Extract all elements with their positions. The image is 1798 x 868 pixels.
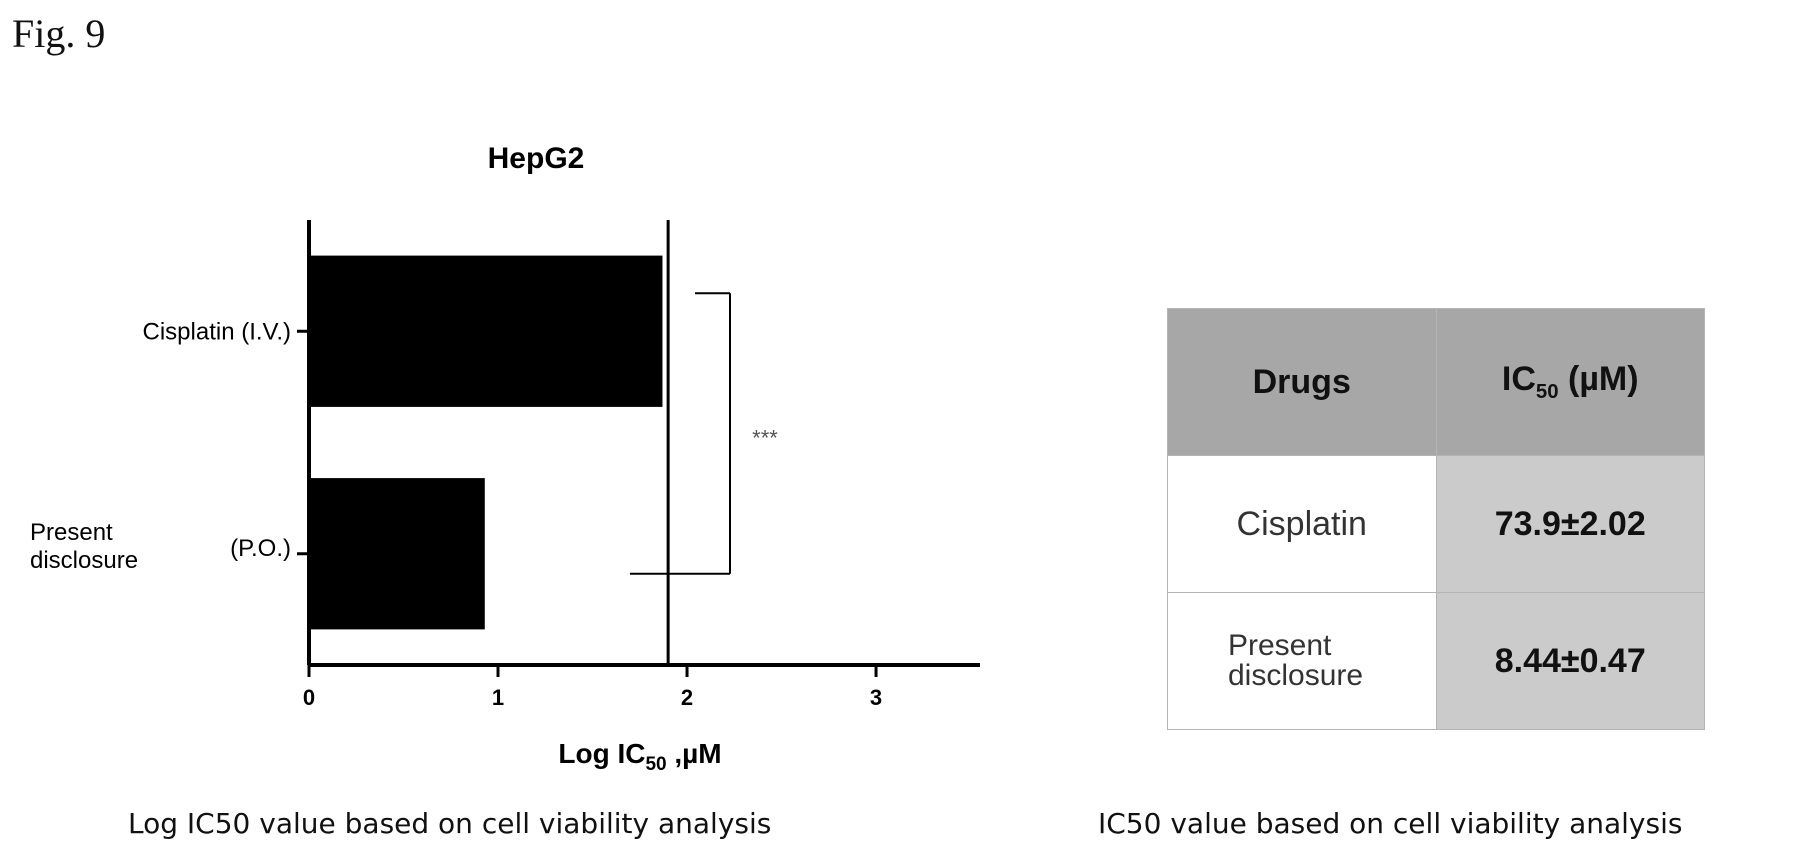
right-caption: IC50 value based on cell viability analy…: [1098, 807, 1683, 840]
header-ic-sub: 50: [1535, 380, 1559, 403]
drug-line: disclosure: [1228, 659, 1364, 692]
ic50-value-cell: 73.9±2.02: [1435, 455, 1705, 593]
table-row: Present disclosure 8.44±0.47: [1167, 592, 1705, 730]
header-ic-unit: (µM): [1558, 360, 1639, 399]
significance-label: ***: [752, 426, 778, 451]
bar: [309, 255, 663, 407]
x-tick-label: 2: [681, 685, 693, 710]
x-axis-label-unit: ,µM: [667, 738, 722, 769]
y-category-label: disclosure: [30, 547, 138, 574]
header-ic-main: IC: [1501, 360, 1536, 399]
x-axis-label: Log IC50 ,µM: [558, 738, 721, 775]
y-category-label: (P.O.): [230, 535, 291, 562]
x-tick-label: 0: [303, 685, 315, 710]
bar: [309, 478, 485, 630]
header-ic50: IC50 (µM): [1435, 308, 1705, 456]
ic50-value-cell: 8.44±0.47: [1435, 592, 1705, 730]
drug-cell: Present disclosure: [1167, 592, 1437, 730]
y-category-label: Cisplatin (I.V.): [143, 318, 292, 345]
chart-title: HepG2: [488, 142, 585, 175]
ic50-table: Drugs IC50 (µM) Cisplatin 73.9±2.02 Pres…: [1167, 308, 1705, 730]
table-row: Cisplatin 73.9±2.02: [1167, 455, 1705, 593]
header-drugs: Drugs: [1167, 308, 1437, 456]
y-category-label: Present: [30, 519, 113, 546]
figure-label: Fig. 9: [12, 11, 106, 56]
x-tick-label: 3: [870, 685, 882, 710]
x-tick-label: 1: [492, 685, 504, 710]
drug-cell: Cisplatin: [1167, 455, 1437, 593]
drug-line: Present: [1228, 629, 1332, 662]
x-axis-label-sub: 50: [645, 754, 666, 775]
ic50-bar-chart: HepG2 0 1 2 3 Cisplatin (I.V.) Presentdisclos…: [30, 142, 980, 775]
table-header-row: Drugs IC50 (µM): [1167, 308, 1705, 456]
x-axis-label-main: Log IC: [558, 738, 645, 769]
left-caption: Log IC50 value based on cell viability a…: [128, 807, 772, 840]
